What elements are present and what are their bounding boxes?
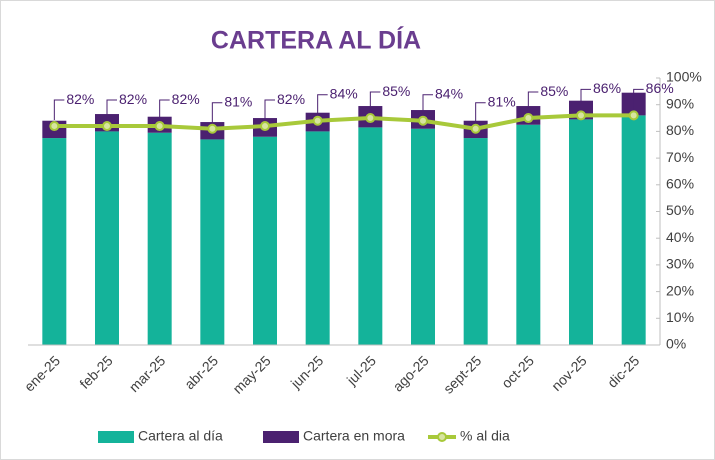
label-leader <box>422 94 433 115</box>
y-tick-label: 80% <box>666 122 694 138</box>
line-point <box>49 121 60 132</box>
data-label: 81% <box>224 93 252 109</box>
label-leader <box>633 88 644 110</box>
bar <box>569 119 593 345</box>
line-point <box>207 123 218 134</box>
data-label: 84% <box>435 85 463 101</box>
line-point <box>102 121 112 132</box>
legend-swatch <box>263 431 299 443</box>
bar <box>253 136 277 345</box>
line-point <box>260 121 270 132</box>
data-label: 82% <box>119 91 147 107</box>
label-leader <box>106 99 117 121</box>
bar <box>358 127 383 346</box>
data-label: 86% <box>593 80 621 96</box>
bar <box>200 139 225 345</box>
data-label: 82% <box>172 91 200 107</box>
line-point <box>418 115 428 126</box>
data-label: 81% <box>488 93 516 109</box>
data-label: 82% <box>66 91 94 107</box>
y-tick-label: 0% <box>666 336 686 352</box>
bar <box>42 138 67 345</box>
legend-swatch <box>98 431 134 443</box>
label-leader <box>53 99 65 121</box>
line-point <box>576 110 586 121</box>
label-leader <box>317 94 328 115</box>
bar <box>305 131 330 345</box>
bar <box>411 128 435 345</box>
y-tick-label: 100% <box>666 69 702 85</box>
line-series <box>54 113 634 131</box>
line-point <box>523 113 534 124</box>
y-tick-label: 40% <box>666 229 694 245</box>
y-tick-label: 30% <box>666 256 694 272</box>
label-leader <box>527 91 539 113</box>
label-leader <box>211 102 223 123</box>
label-leader <box>475 102 486 123</box>
y-tick-label: 10% <box>666 309 694 325</box>
bar <box>463 138 488 345</box>
legend-label: Cartera al día <box>138 428 223 444</box>
data-label: 86% <box>646 80 674 96</box>
bar <box>147 132 172 345</box>
line-point <box>628 110 639 121</box>
label-leader <box>159 99 170 121</box>
bar <box>95 131 119 345</box>
y-tick-label: 20% <box>666 282 694 298</box>
y-tick-label: 50% <box>666 202 694 218</box>
line-point <box>154 121 165 132</box>
legend-swatch <box>437 432 447 442</box>
data-label: 85% <box>382 83 410 99</box>
data-label: 85% <box>540 83 568 99</box>
line-point <box>470 123 481 134</box>
label-leader <box>264 99 275 121</box>
data-label: 82% <box>277 91 305 107</box>
label-leader <box>580 88 591 110</box>
label-leader <box>369 91 381 113</box>
bar <box>621 115 646 345</box>
chart-title: CARTERA AL DÍA <box>211 26 421 55</box>
y-tick-label: 70% <box>666 149 694 165</box>
bar <box>516 124 541 345</box>
y-tick-label: 60% <box>666 176 694 192</box>
y-tick-label: 90% <box>666 95 694 111</box>
data-label: 84% <box>330 85 358 101</box>
legend-label: % al dia <box>460 428 510 444</box>
line-point <box>365 113 376 124</box>
line-point <box>312 115 323 126</box>
legend-label: Cartera en mora <box>303 428 405 444</box>
